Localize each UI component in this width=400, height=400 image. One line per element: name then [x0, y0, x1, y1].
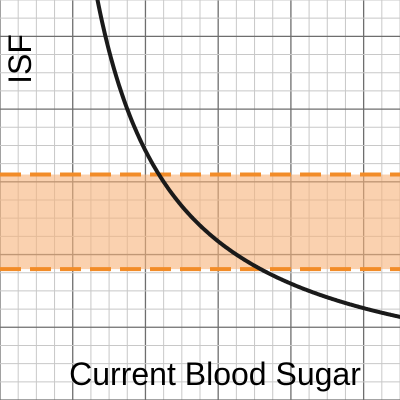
- band-fill: [0, 174, 400, 270]
- isf-curve: [95, 0, 400, 319]
- curve-group: [95, 0, 400, 319]
- y-axis-label: ISF: [2, 34, 38, 84]
- x-axis-label: Current Blood Sugar: [69, 356, 361, 392]
- target-band: [0, 172, 400, 272]
